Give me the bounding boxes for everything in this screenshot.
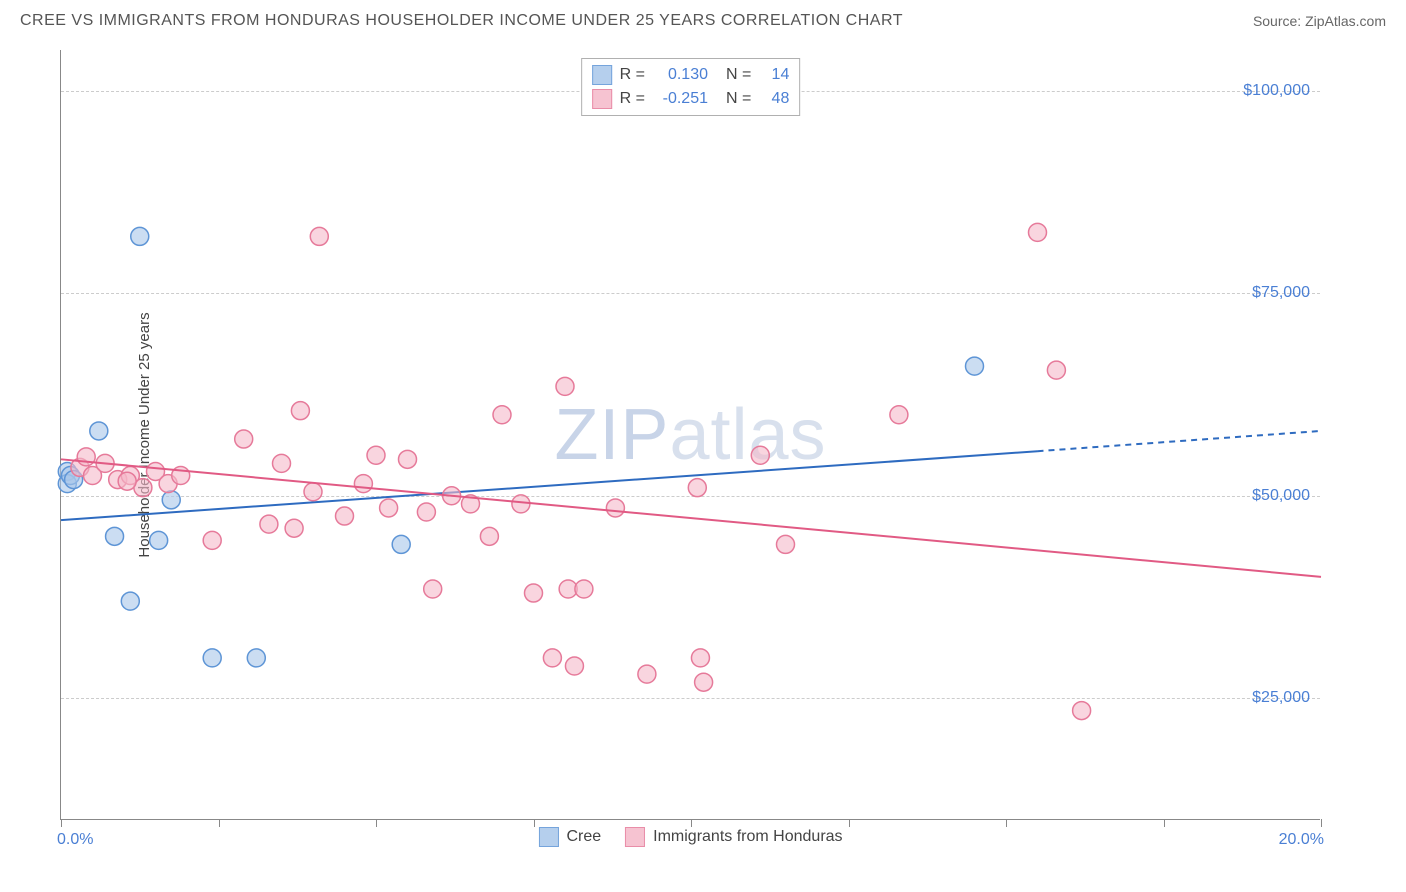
x-tick (691, 819, 692, 827)
data-point (1047, 361, 1065, 379)
data-point (606, 499, 624, 517)
data-point (424, 580, 442, 598)
data-point (1073, 702, 1091, 720)
data-point (493, 406, 511, 424)
data-point (310, 227, 328, 245)
data-point (273, 454, 291, 472)
data-point (121, 592, 139, 610)
legend-swatch (625, 827, 645, 847)
data-point (392, 535, 410, 553)
data-point (285, 519, 303, 537)
data-point (556, 377, 574, 395)
legend-series-label: Cree (566, 828, 601, 846)
legend-r-label: R = (620, 90, 645, 108)
legend-r-value: 0.130 (653, 66, 708, 84)
legend-n-label: N = (726, 66, 751, 84)
data-point (777, 535, 795, 553)
x-tick (1321, 819, 1322, 827)
x-tick (1006, 819, 1007, 827)
data-point (691, 649, 709, 667)
trend-line (61, 451, 1038, 520)
legend-n-value: 48 (759, 90, 789, 108)
data-point (512, 495, 530, 513)
data-point (247, 649, 265, 667)
data-point (131, 227, 149, 245)
data-point (291, 402, 309, 420)
data-point (260, 515, 278, 533)
data-point (367, 446, 385, 464)
data-point (695, 673, 713, 691)
data-point (90, 422, 108, 440)
data-point (480, 527, 498, 545)
legend-swatch (538, 827, 558, 847)
legend-series-item: Immigrants from Honduras (625, 827, 842, 847)
x-tick (534, 819, 535, 827)
x-tick (61, 819, 62, 827)
legend-swatch (592, 65, 612, 85)
data-point (235, 430, 253, 448)
trend-line-dashed (1038, 431, 1322, 451)
data-point (354, 475, 372, 493)
data-point (203, 649, 221, 667)
data-point (399, 450, 417, 468)
data-point (106, 527, 124, 545)
x-tick (376, 819, 377, 827)
data-point (162, 491, 180, 509)
data-point (150, 531, 168, 549)
trend-line (61, 459, 1321, 577)
source-label: Source: ZipAtlas.com (1253, 13, 1386, 29)
x-tick (849, 819, 850, 827)
data-point (890, 406, 908, 424)
x-max-label: 20.0% (1279, 831, 1324, 849)
data-point (575, 580, 593, 598)
data-point (638, 665, 656, 683)
legend-r-value: -0.251 (653, 90, 708, 108)
x-min-label: 0.0% (57, 831, 93, 849)
data-point (304, 483, 322, 501)
data-point (565, 657, 583, 675)
data-point (118, 472, 136, 490)
chart-title: CREE VS IMMIGRANTS FROM HONDURAS HOUSEHO… (20, 12, 903, 30)
legend-n-value: 14 (759, 66, 789, 84)
data-point (543, 649, 561, 667)
legend-stats: R = 0.130 N = 14 R = -0.251 N = 48 (581, 58, 801, 116)
data-point (380, 499, 398, 517)
legend-series-item: Cree (538, 827, 601, 847)
data-point (751, 446, 769, 464)
data-point (417, 503, 435, 521)
data-point (525, 584, 543, 602)
legend-series-label: Immigrants from Honduras (653, 828, 842, 846)
legend-r-label: R = (620, 66, 645, 84)
data-point (336, 507, 354, 525)
chart-container: Householder Income Under 25 years ZIPatl… (60, 50, 1380, 820)
chart-svg (61, 50, 1321, 820)
legend-stat-row: R = -0.251 N = 48 (592, 87, 790, 111)
plot-area: ZIPatlas $25,000$50,000$75,000$100,000 R… (60, 50, 1320, 820)
legend-n-label: N = (726, 90, 751, 108)
data-point (688, 479, 706, 497)
legend-swatch (592, 89, 612, 109)
legend-stat-row: R = 0.130 N = 14 (592, 63, 790, 87)
data-point (1029, 223, 1047, 241)
x-tick (1164, 819, 1165, 827)
legend-series: Cree Immigrants from Honduras (538, 827, 842, 847)
data-point (966, 357, 984, 375)
x-tick (219, 819, 220, 827)
data-point (203, 531, 221, 549)
